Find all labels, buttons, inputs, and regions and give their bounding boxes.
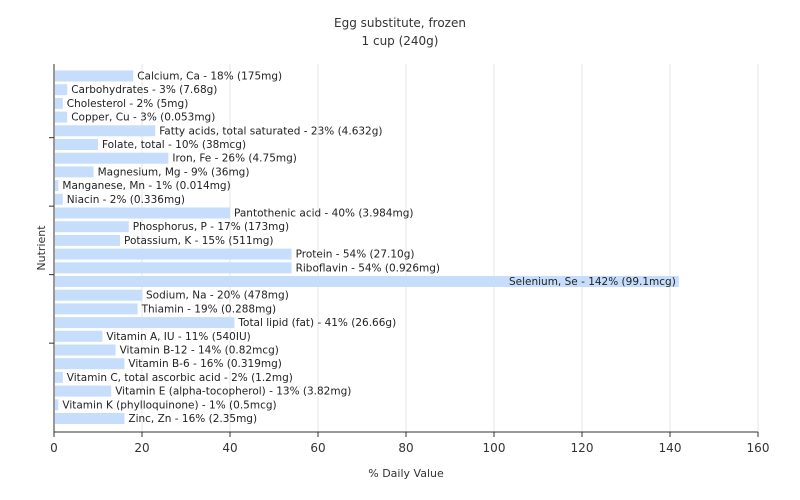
bar-label-3: Copper, Cu - 3% (0.053mg) <box>71 112 215 124</box>
bar-label-10: Pantothenic acid - 40% (3.984mg) <box>234 208 413 220</box>
bar-label-23: Vitamin E (alpha-tocopherol) - 13% (3.82… <box>115 386 351 398</box>
bar-label-6: Iron, Fe - 26% (4.75mg) <box>172 153 296 165</box>
bar-label-19: Vitamin A, IU - 11% (540IU) <box>106 331 250 343</box>
bar-label-15: Selenium, Se - 142% (99.1mcg) <box>509 276 676 288</box>
bar-17 <box>55 303 138 315</box>
bar-16 <box>55 289 142 301</box>
bar-label-2: Cholesterol - 2% (5mg) <box>67 98 189 110</box>
bar-label-25: Zinc, Zn - 16% (2.35mg) <box>128 413 257 425</box>
bar-label-20: Vitamin B-12 - 14% (0.82mcg) <box>120 345 279 357</box>
bar-label-0: Calcium, Ca - 18% (175mg) <box>137 71 282 83</box>
bar-10 <box>55 207 230 219</box>
x-tick-label-140: 140 <box>659 441 682 455</box>
bar-12 <box>55 234 120 246</box>
bar-1 <box>55 84 68 96</box>
x-tick-label-60: 60 <box>310 441 325 455</box>
x-tick-label-20: 20 <box>134 441 149 455</box>
bar-9 <box>55 193 63 205</box>
bar-22 <box>55 371 63 383</box>
x-ticks: 0 20 40 60 80 100 120 140 160 <box>50 432 769 455</box>
bar-3 <box>55 111 68 123</box>
bar-5 <box>55 139 98 150</box>
bar-2 <box>55 97 63 109</box>
bar-label-16: Sodium, Na - 20% (478mg) <box>146 290 289 302</box>
x-tick-label-100: 100 <box>483 441 506 455</box>
bar-label-8: Manganese, Mn - 1% (0.014mg) <box>62 180 230 192</box>
bar-24 <box>55 399 59 411</box>
chart-subtitle: 1 cup (240g) <box>362 34 439 48</box>
bar-label-18: Total lipid (fat) - 41% (26.66g) <box>237 317 396 329</box>
bar-label-21: Vitamin B-6 - 16% (0.319mg) <box>128 358 282 370</box>
bar-8 <box>55 180 59 192</box>
x-axis-title: % Daily Value <box>368 467 444 480</box>
bar-25 <box>55 413 125 424</box>
bar-label-14: Riboflavin - 54% (0.926mg) <box>296 262 440 274</box>
x-tick-label-40: 40 <box>222 441 237 455</box>
bar-11 <box>55 221 129 233</box>
bar-label-12: Potassium, K - 15% (511mg) <box>124 235 274 247</box>
bars: Calcium, Ca - 18% (175mg)Carbohydrates -… <box>55 70 679 425</box>
bar-21 <box>55 358 125 370</box>
bar-13 <box>55 248 292 260</box>
bar-label-7: Magnesium, Mg - 9% (36mg) <box>98 166 250 178</box>
bar-label-1: Carbohydrates - 3% (7.68g) <box>71 84 217 96</box>
bar-label-4: Fatty acids, total saturated - 23% (4.63… <box>159 125 382 137</box>
bar-20 <box>55 344 116 356</box>
bar-label-17: Thiamin - 19% (0.288mg) <box>141 303 277 315</box>
bar-19 <box>55 330 103 342</box>
bar-23 <box>55 385 112 397</box>
bar-label-5: Folate, total - 10% (38mcg) <box>102 139 246 151</box>
bar-label-13: Protein - 54% (27.10g) <box>296 249 415 261</box>
bar-4 <box>55 125 156 137</box>
bar-label-22: Vitamin C, total ascorbic acid - 2% (1.2… <box>67 372 293 384</box>
y-axis-title: Nutrient <box>35 225 48 271</box>
bar-label-11: Phosphorus, P - 17% (173mg) <box>133 221 289 233</box>
bar-label-24: Vitamin K (phylloquinone) - 1% (0.5mcg) <box>62 399 276 411</box>
bar-0 <box>55 70 134 82</box>
bar-6 <box>55 152 169 164</box>
bar-14 <box>55 262 292 274</box>
x-tick-label-80: 80 <box>398 441 413 455</box>
x-tick-label-160: 160 <box>747 441 770 455</box>
bar-15 <box>55 276 679 287</box>
bar-label-9: Niacin - 2% (0.336mg) <box>67 194 185 206</box>
x-tick-label-120: 120 <box>571 441 594 455</box>
x-tick-label-0: 0 <box>50 441 58 455</box>
chart-title: Egg substitute, frozen <box>334 16 466 30</box>
bar-7 <box>55 166 94 178</box>
bar-18 <box>55 317 235 329</box>
